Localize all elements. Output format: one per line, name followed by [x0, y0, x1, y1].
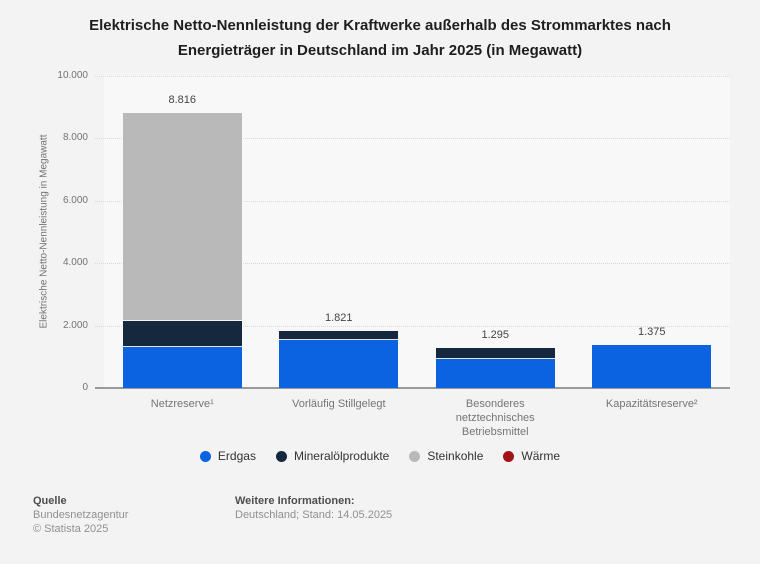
copyright: © Statista 2025	[33, 523, 109, 535]
x-axis-label: Netzreserve¹	[150, 398, 214, 410]
y-tick-label: 6.000	[62, 194, 88, 206]
y-tick-label: 10.000	[57, 70, 88, 81]
x-axis-label: Kapazitätsreserve²	[605, 398, 698, 410]
legend-item-4[interactable]: Wärme	[503, 449, 560, 463]
page-title: Elektrische Netto-Nennleistung der Kraft…	[0, 13, 760, 63]
gridline	[95, 138, 730, 140]
bar-total-label: 1.821	[324, 312, 353, 325]
x-axis-baseline	[95, 387, 730, 389]
bar-total-label: 1.295	[481, 328, 510, 341]
legend-swatch-icon	[275, 450, 287, 462]
legend-label: Wärme	[521, 449, 561, 463]
source-name: Bundesnetzagentur	[33, 509, 129, 521]
legend-label: Mineralölprodukte	[293, 449, 390, 463]
bar-segment-2-cat-1[interactable]	[122, 320, 242, 348]
y-tick-label: 4.000	[62, 257, 88, 269]
bar-total-label: 8.816	[168, 93, 197, 106]
gridline	[95, 263, 730, 265]
gridline	[95, 76, 730, 77]
bar-segment-2-cat-2[interactable]	[279, 331, 399, 341]
bar-segment-2-cat-3[interactable]	[435, 347, 555, 359]
x-axis-label: Besonderes netztechnisches Betriebsmitte…	[455, 398, 535, 438]
legend: Erdgas Mineralölprodukte Steinkohle Wärme	[0, 449, 760, 463]
bar-total-label: 1.375	[637, 326, 666, 339]
legend-label: Erdgas	[217, 449, 256, 463]
source-label: Quelle	[33, 495, 67, 507]
bar-segment-1-cat-3[interactable]	[435, 358, 555, 388]
info-value: Deutschland; Stand: 14.05.2025	[235, 509, 393, 521]
legend-item-3[interactable]: Steinkohle	[409, 449, 483, 463]
y-axis-title: Elektrische Netto-Nennleistung in Megawa…	[38, 134, 50, 329]
legend-item-2[interactable]: Mineralölprodukte	[275, 449, 390, 463]
page-title-line-2: Energieträger in Deutschland im Jahr 202…	[177, 42, 583, 59]
legend-swatch-icon	[199, 450, 211, 462]
legend-swatch-icon	[503, 450, 515, 462]
gridline	[95, 325, 730, 327]
y-tick-label: 8.000	[62, 132, 88, 144]
y-tick-label: 2.000	[62, 319, 88, 331]
legend-label: Steinkohle	[427, 449, 484, 463]
bar-segment-1-cat-1[interactable]	[122, 347, 242, 388]
gridline	[95, 200, 730, 202]
x-axis-label: Vorläufig Stillgelegt	[291, 398, 386, 410]
bar-segment-1-cat-2[interactable]	[279, 340, 399, 388]
info-label: Weitere Informationen:	[235, 495, 355, 507]
bar-segment-3-cat-1[interactable]	[122, 112, 242, 321]
y-tick-label: 0	[82, 382, 88, 393]
legend-swatch-icon	[409, 450, 421, 462]
bar-segment-1-cat-4[interactable]	[592, 345, 712, 388]
legend-item-1[interactable]: Erdgas	[199, 449, 256, 463]
page-title-line-1: Elektrische Netto-Nennleistung der Kraft…	[89, 17, 671, 34]
